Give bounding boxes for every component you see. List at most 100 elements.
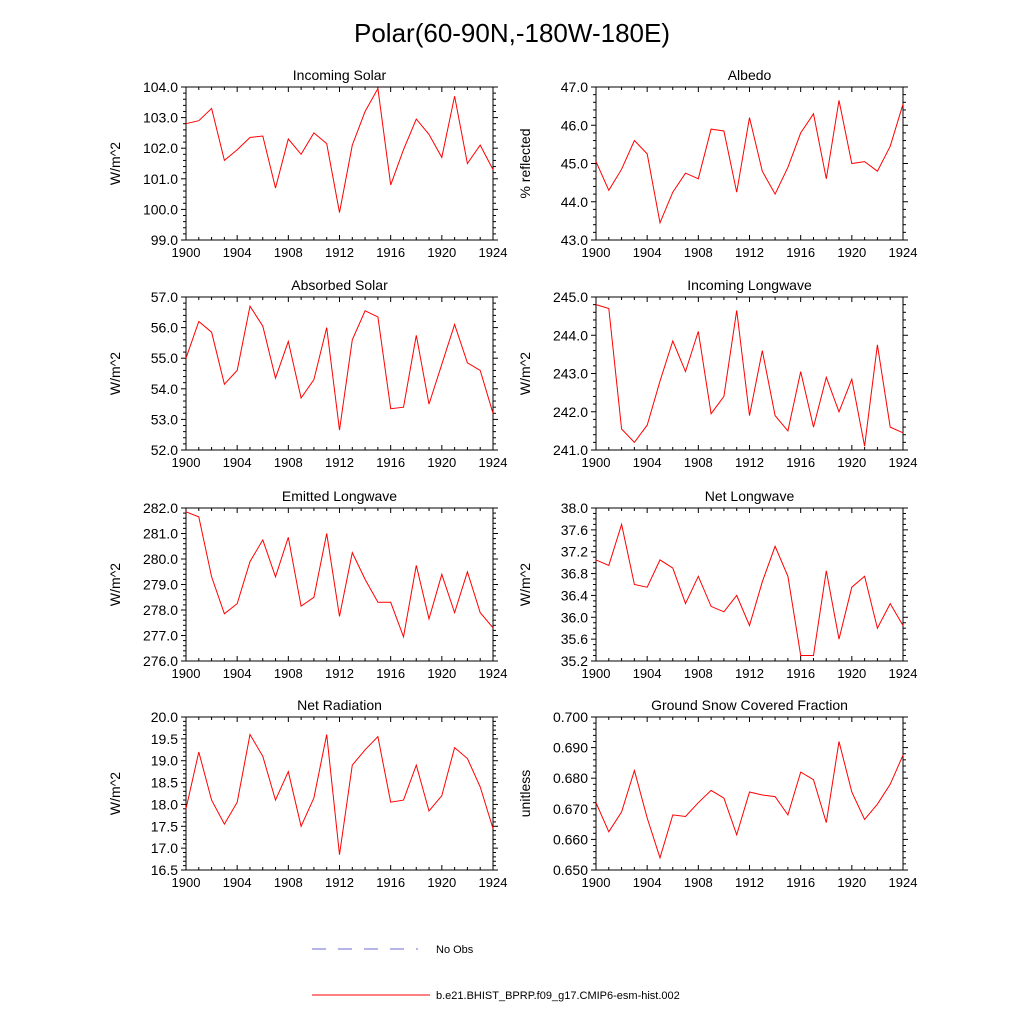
x-tick-label: 1900 (172, 875, 201, 890)
y-tick-label: 37.2 (561, 544, 588, 560)
y-axis-label: W/m^2 (517, 352, 533, 395)
x-tick-label: 1916 (786, 245, 815, 260)
y-tick-label: 0.650 (553, 862, 588, 878)
y-axis-label: W/m^2 (107, 772, 123, 815)
y-tick-label: 57.0 (151, 289, 178, 305)
y-tick-label: 53.0 (151, 411, 178, 427)
y-tick-label: 45.0 (561, 156, 588, 172)
series-line (185, 304, 494, 431)
panel-albedo: 1900 1904 1908 1912 1916 1920 1924 43.0 44.0 45.0… (517, 67, 917, 260)
y-tick-label: 103.0 (143, 110, 178, 126)
y-tick-label: 19.5 (151, 731, 178, 747)
x-tick-label: 1904 (223, 875, 252, 890)
y-tick-label: 52.0 (151, 442, 178, 458)
y-tick-label: 44.0 (561, 194, 588, 210)
series-line (595, 522, 904, 656)
x-tick-label: 1908 (274, 455, 303, 470)
y-tick-label: 17.0 (151, 840, 178, 856)
x-tick-label: 1916 (786, 666, 815, 681)
x-tick-label: 1900 (582, 455, 611, 470)
panel-incoming-solar: 1900 1904 1908 1912 1916 1920 1924 99.0 100.0 101… (107, 67, 507, 260)
y-tick-label: 102.0 (143, 140, 178, 156)
plot-frame (595, 86, 904, 241)
y-tick-label: 38.0 (561, 500, 588, 516)
y-axis-label: W/m^2 (107, 352, 123, 395)
x-tick-label: 1900 (582, 875, 611, 890)
x-tick-label: 1916 (786, 455, 815, 470)
x-tick-label: 1900 (172, 666, 201, 681)
y-axis-label: W/m^2 (517, 563, 533, 606)
y-tick-label: 18.0 (151, 796, 178, 812)
x-tick-label: 1920 (837, 875, 866, 890)
y-tick-label: 101.0 (143, 171, 178, 187)
panel-title: Incoming Solar (293, 67, 387, 83)
x-tick-label: 1900 (582, 245, 611, 260)
y-tick-label: 17.5 (151, 818, 178, 834)
x-tick-label: 1904 (633, 875, 662, 890)
y-tick-label: 0.680 (553, 770, 588, 786)
x-tick-label: 1908 (684, 875, 713, 890)
x-tick-label: 1900 (172, 245, 201, 260)
x-tick-label: 1920 (427, 245, 456, 260)
x-tick-label: 1912 (325, 455, 354, 470)
y-tick-label: 242.0 (553, 404, 588, 420)
legend-label-model: b.e21.BHIST_BPRP.f09_g17.CMIP6-esm-hist.… (436, 990, 680, 1002)
y-tick-label: 104.0 (143, 79, 178, 95)
x-tick-label: 1920 (427, 875, 456, 890)
y-tick-label: 282.0 (143, 500, 178, 516)
x-tick-label: 1912 (325, 666, 354, 681)
x-tick-label: 1904 (633, 245, 662, 260)
chart-panels: 1900 1904 1908 1912 1916 1920 1924 99.0 100.0 101… (107, 67, 917, 890)
y-axis-label: W/m^2 (107, 142, 123, 185)
y-axis-label: unitless (517, 770, 533, 817)
x-tick-label: 1920 (427, 455, 456, 470)
series-line (185, 86, 494, 213)
panel-emitted-longwave: 1900 1904 1908 1912 1916 1920 1924 276.0 277.0 27… (107, 488, 507, 681)
x-tick-label: 1900 (172, 455, 201, 470)
y-tick-label: 56.0 (151, 320, 178, 336)
x-tick-label: 1900 (582, 666, 611, 681)
x-tick-label: 1908 (274, 875, 303, 890)
y-tick-label: 0.700 (553, 709, 588, 725)
figure-title: Polar(60-90N,-180W-180E) (354, 18, 670, 48)
series-line (595, 741, 904, 860)
series-line (185, 733, 494, 855)
plot-frame (595, 507, 904, 662)
panel-title: Albedo (728, 67, 772, 83)
y-tick-label: 43.0 (561, 232, 588, 248)
legend-label-no-obs: No Obs (436, 944, 474, 956)
x-tick-label: 1916 (376, 455, 405, 470)
x-tick-label: 1904 (633, 666, 662, 681)
y-tick-label: 16.5 (151, 862, 178, 878)
x-tick-label: 1904 (223, 455, 252, 470)
y-tick-label: 18.5 (151, 775, 178, 791)
panel-ground-snow-covered-fraction: 1900 1904 1908 1912 1916 1920 1924 0.650 0.660 0.… (517, 697, 917, 890)
x-tick-label: 1924 (889, 875, 918, 890)
panel-title: Net Longwave (705, 488, 795, 504)
series-line (595, 304, 904, 447)
y-tick-label: 37.6 (561, 522, 588, 538)
y-tick-label: 99.0 (151, 232, 178, 248)
x-tick-label: 1912 (325, 875, 354, 890)
x-tick-label: 1908 (684, 245, 713, 260)
y-tick-label: 279.0 (143, 577, 178, 593)
x-tick-label: 1908 (274, 666, 303, 681)
x-tick-label: 1924 (889, 455, 918, 470)
y-tick-label: 244.0 (553, 327, 588, 343)
panel-title: Net Radiation (297, 697, 382, 713)
y-tick-label: 35.2 (561, 653, 588, 669)
y-tick-label: 281.0 (143, 526, 178, 542)
x-tick-label: 1904 (223, 245, 252, 260)
y-tick-label: 36.4 (561, 587, 588, 603)
series-line (595, 100, 904, 225)
x-tick-label: 1912 (735, 875, 764, 890)
y-tick-label: 277.0 (143, 628, 178, 644)
panel-title: Emitted Longwave (282, 488, 397, 504)
x-tick-label: 1912 (735, 666, 764, 681)
y-axis-label: W/m^2 (107, 563, 123, 606)
x-tick-label: 1924 (479, 245, 508, 260)
x-tick-label: 1920 (837, 455, 866, 470)
x-tick-label: 1908 (274, 245, 303, 260)
x-tick-label: 1916 (376, 666, 405, 681)
